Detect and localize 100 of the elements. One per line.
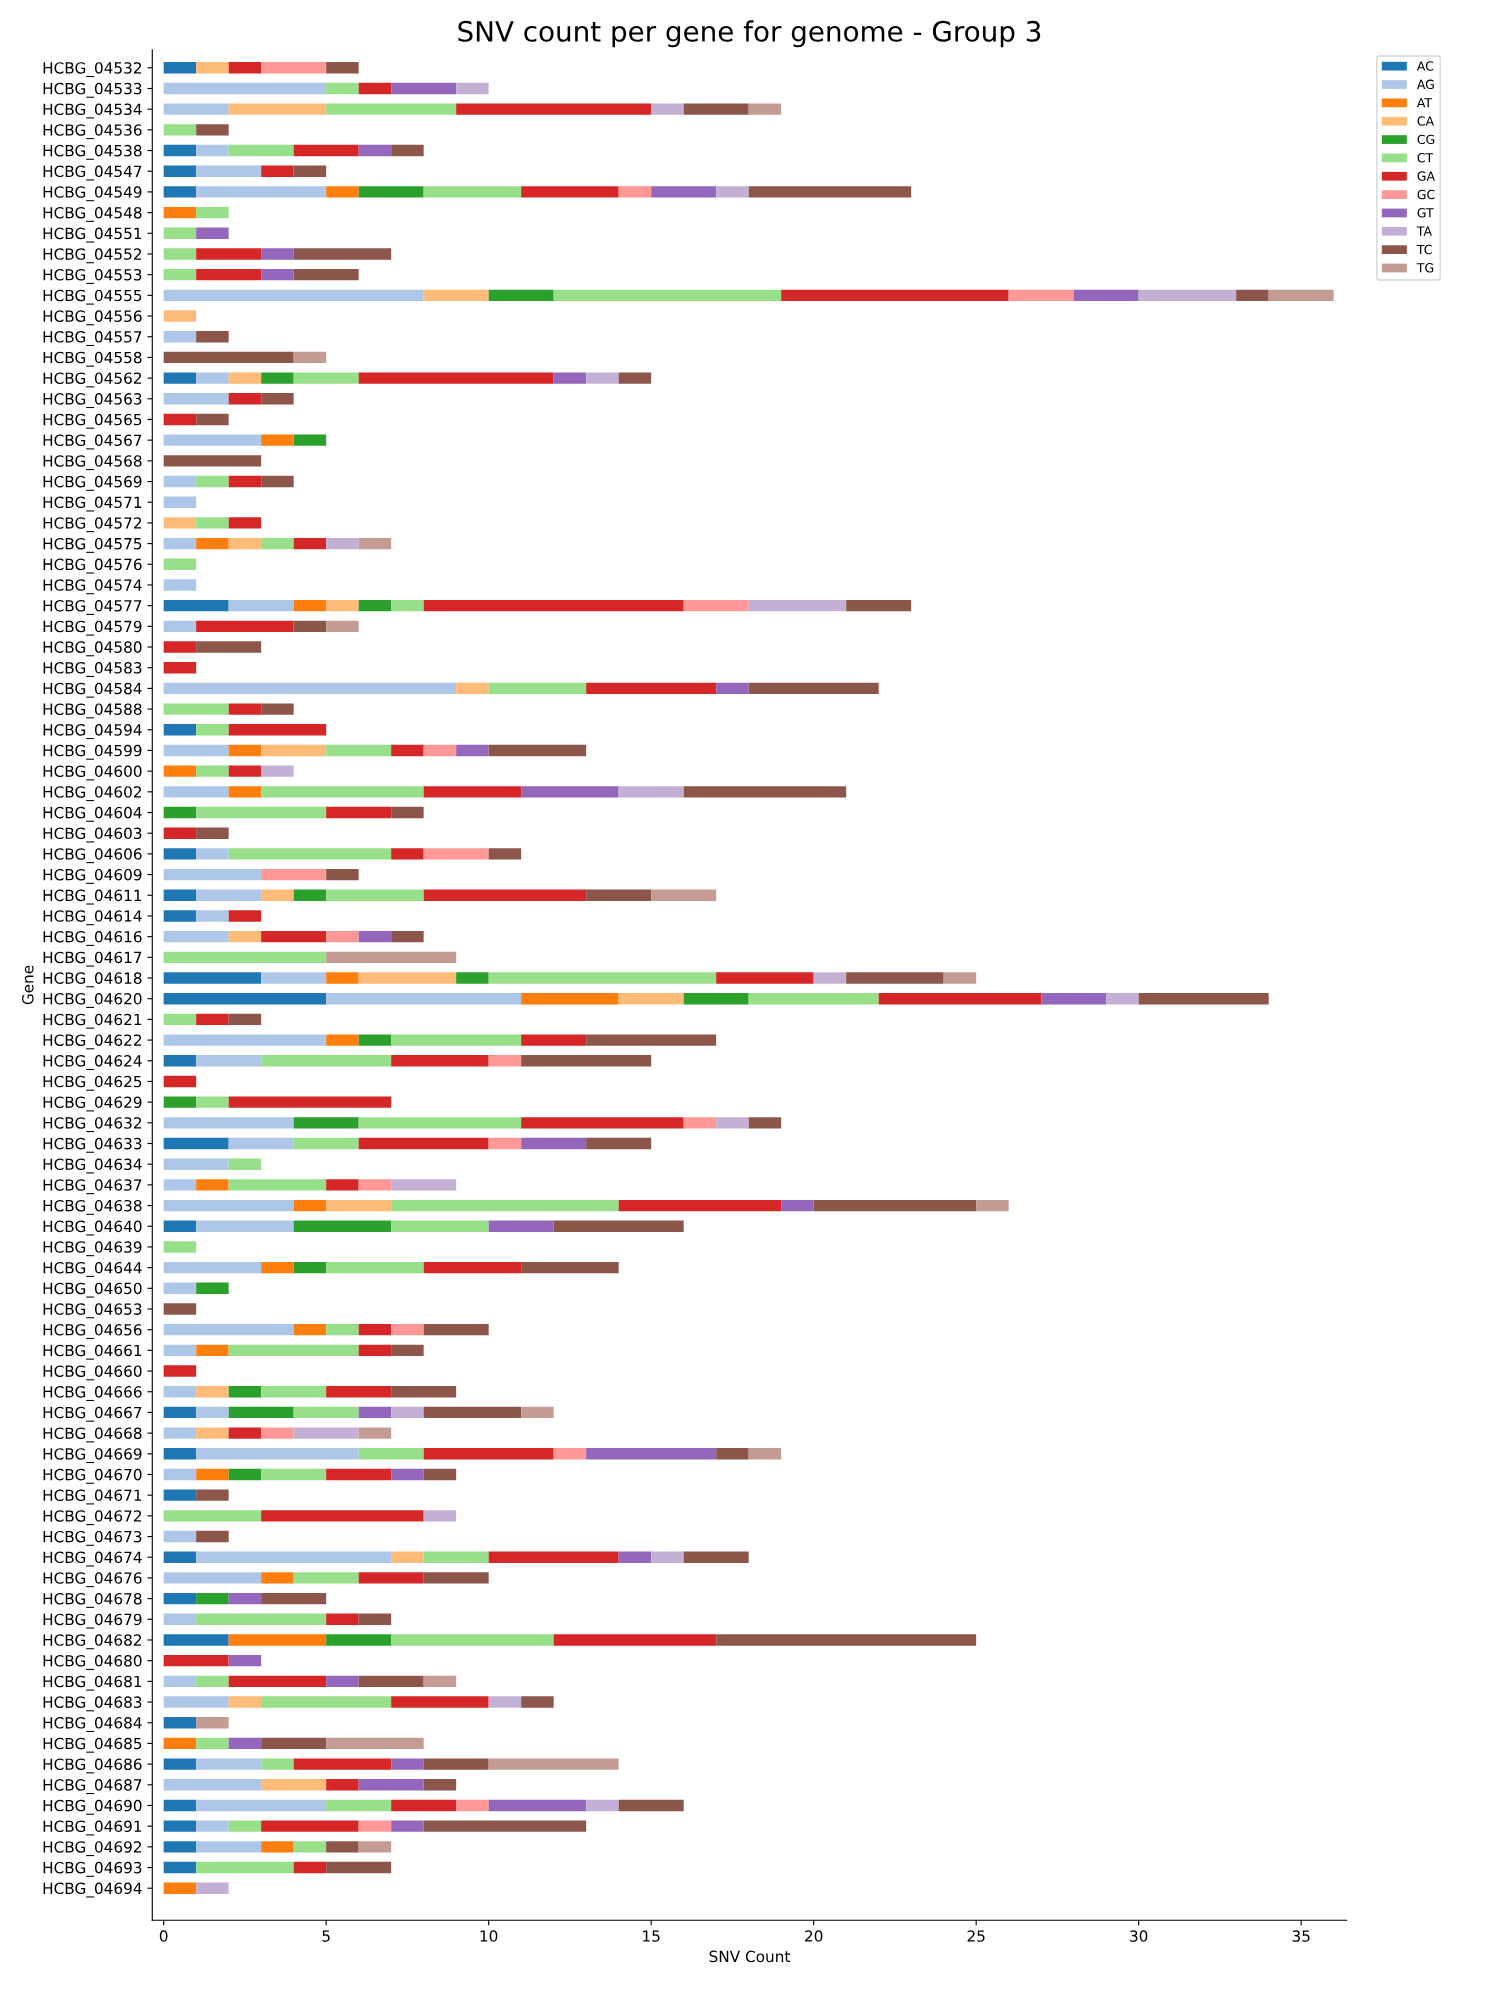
y-tick-label: HCBG_04661 — [43, 1344, 142, 1360]
chart-title: SNV count per gene for genome - Group 3 — [458, 20, 1041, 48]
bar — [293, 889, 327, 901]
bar — [196, 620, 294, 633]
bar — [163, 599, 229, 612]
bar — [358, 930, 392, 943]
bar — [163, 1861, 197, 1874]
bar — [326, 806, 392, 819]
bar — [326, 1799, 392, 1812]
y-tick-label: HCBG_04670 — [43, 1468, 142, 1484]
bar — [228, 765, 262, 777]
bar — [358, 1034, 392, 1046]
bar — [326, 1261, 424, 1274]
x-axis-title: SNV Count — [709, 1950, 791, 1963]
bar — [163, 786, 229, 798]
bar — [261, 62, 327, 74]
bar — [326, 889, 424, 901]
bar — [228, 1158, 262, 1170]
bar — [261, 1572, 294, 1584]
bar — [423, 744, 457, 757]
bar — [228, 1013, 262, 1026]
bar — [163, 1882, 197, 1894]
bar — [261, 393, 294, 405]
y-tick-label: HCBG_04666 — [43, 1386, 142, 1402]
bar — [553, 1634, 717, 1646]
bar — [976, 1199, 1009, 1212]
bar — [196, 827, 229, 839]
bar — [163, 1241, 197, 1253]
bar — [326, 1323, 359, 1336]
bar — [748, 993, 879, 1005]
bar — [196, 268, 262, 281]
bar — [293, 268, 359, 281]
bar — [261, 165, 294, 177]
bar — [261, 744, 327, 757]
y-tick-label: HCBG_04572 — [43, 517, 142, 533]
bar — [163, 1034, 327, 1046]
legend-label: CT — [1417, 153, 1434, 163]
y-tick-label: HCBG_04571 — [43, 496, 142, 512]
bar — [228, 703, 262, 715]
bar — [293, 1220, 392, 1232]
bar — [618, 993, 684, 1005]
bar — [163, 124, 197, 136]
bar — [521, 786, 619, 798]
y-axis-title: Gene — [22, 965, 34, 1005]
bar — [163, 1013, 197, 1026]
bar — [163, 434, 262, 446]
bar — [163, 1427, 197, 1439]
bar — [553, 289, 782, 302]
bar — [358, 1572, 424, 1584]
bar — [261, 1779, 327, 1791]
bar — [293, 1572, 359, 1584]
bar — [326, 82, 359, 95]
bar — [163, 455, 262, 467]
bar — [228, 1406, 294, 1419]
y-tick-label: HCBG_04629 — [43, 1096, 142, 1112]
bar — [618, 1799, 684, 1812]
legend-label: TG — [1416, 263, 1434, 273]
bar — [423, 1323, 489, 1336]
bar — [326, 1675, 359, 1688]
y-tick-label: HCBG_04686 — [43, 1758, 142, 1774]
y-tick-label: HCBG_04656 — [43, 1324, 142, 1339]
bar — [196, 1613, 327, 1625]
bar — [716, 186, 749, 198]
y-tick-label: HCBG_04603 — [43, 827, 142, 843]
bar — [618, 1551, 652, 1563]
bar — [261, 1386, 327, 1398]
bar — [196, 144, 229, 157]
y-tick-label: HCBG_04674 — [43, 1551, 142, 1567]
bar — [293, 537, 327, 550]
bar — [391, 806, 424, 819]
legend-label: GA — [1417, 171, 1435, 181]
y-tick-label: HCBG_04575 — [43, 537, 142, 553]
bar — [228, 517, 262, 529]
bar — [358, 186, 424, 198]
bar — [261, 434, 294, 446]
y-tick-label: HCBG_04602 — [43, 786, 142, 802]
bar — [618, 1199, 782, 1212]
bar — [358, 1427, 392, 1439]
bar — [326, 744, 392, 757]
bar — [196, 1468, 229, 1481]
bar — [228, 1675, 327, 1688]
bar — [293, 1427, 359, 1439]
y-tick-label: HCBG_04640 — [43, 1220, 142, 1236]
bar — [163, 413, 197, 426]
bar — [163, 1344, 197, 1357]
bar — [683, 103, 749, 115]
bar — [163, 537, 197, 550]
bar — [521, 186, 619, 198]
y-tick-label: HCBG_04637 — [43, 1179, 142, 1195]
bar — [683, 599, 749, 612]
y-tick-label: HCBG_04567 — [43, 434, 142, 450]
bar — [163, 1654, 229, 1667]
bar — [228, 1468, 262, 1481]
bar — [163, 1841, 197, 1853]
bar — [228, 372, 262, 384]
bar — [261, 868, 327, 881]
bar — [261, 537, 294, 550]
bar — [228, 786, 262, 798]
y-tick-label: HCBG_04609 — [43, 868, 142, 884]
bar — [293, 1406, 359, 1419]
